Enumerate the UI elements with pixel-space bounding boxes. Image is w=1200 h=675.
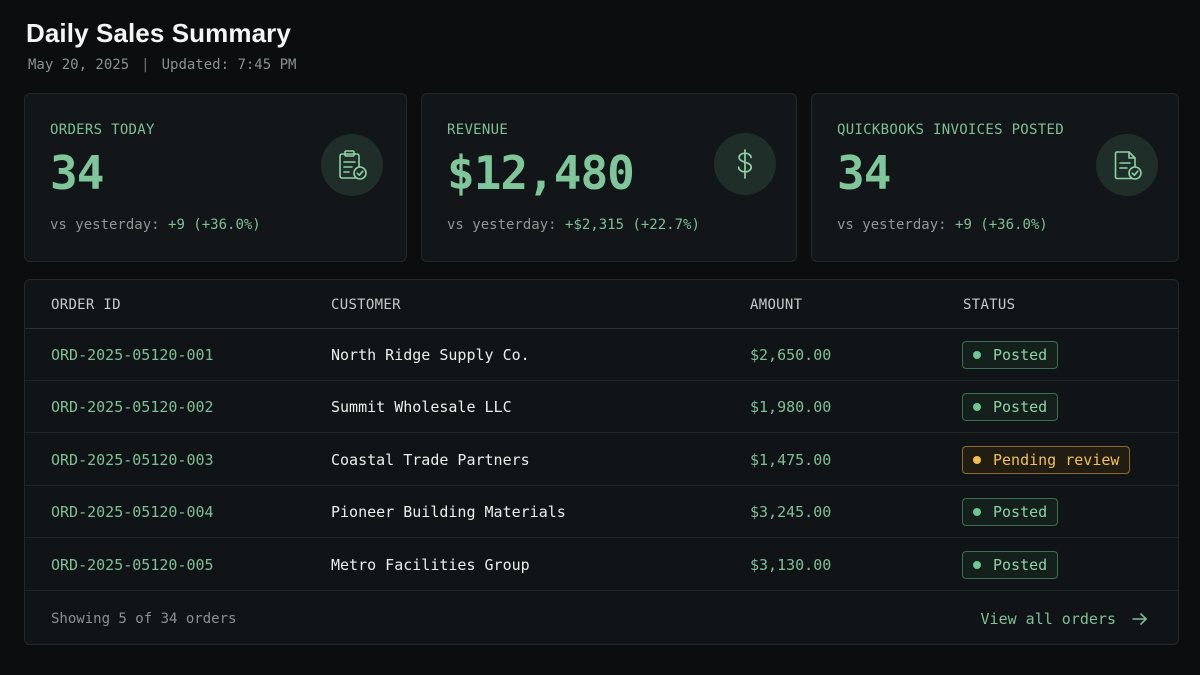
status-text: Posted: [993, 398, 1048, 416]
card-value: 34: [50, 146, 104, 200]
orders-today-card: ORDERS TODAY 34 vs yesterday: +9 (+36.0%…: [24, 93, 407, 262]
table-header: ORDER ID CUSTOMER AMOUNT STATUS: [25, 280, 1178, 329]
status-dot-icon: [973, 456, 981, 464]
view-all-label[interactable]: View all orders: [980, 610, 1116, 628]
order-id-link[interactable]: ORD-2025-05120-003: [51, 451, 214, 469]
table-row[interactable]: ORD-2025-05120-001 North Ridge Supply Co…: [25, 329, 1178, 381]
order-amount: $3,130.00: [750, 556, 832, 574]
order-id-link[interactable]: ORD-2025-05120-004: [51, 503, 214, 521]
status-badge: Posted: [962, 341, 1059, 369]
customer-name: North Ridge Supply Co.: [331, 346, 530, 364]
status-badge: Posted: [962, 498, 1059, 526]
clipboard-check-icon: [321, 134, 383, 196]
card-value: $12,480: [447, 146, 635, 200]
delta-prefix: vs yesterday:: [447, 217, 566, 233]
order-amount: $3,245.00: [750, 503, 832, 521]
status-dot-icon: [973, 561, 981, 569]
card-delta: vs yesterday: +9 (+36.0%): [837, 217, 1048, 233]
card-label: ORDERS TODAY: [50, 122, 155, 138]
revenue-card: REVENUE $12,480 vs yesterday: +$2,315 (+…: [421, 93, 797, 262]
view-all-orders-link[interactable]: View all orders: [981, 610, 1148, 628]
row-count-text: Showing 5 of 34 orders: [51, 611, 237, 627]
delta-value: +9 (+36.0%): [955, 217, 1048, 233]
column-header-order-id: ORDER ID: [51, 297, 121, 313]
status-badge: Pending review: [962, 446, 1131, 474]
status-dot-icon: [973, 508, 981, 516]
delta-value: +9 (+36.0%): [168, 217, 261, 233]
orders-table: ORDER ID CUSTOMER AMOUNT STATUS ORD-2025…: [24, 279, 1179, 645]
page-subtitle: May 20, 2025 | Updated: 7:45 PM: [28, 57, 296, 73]
order-id-link[interactable]: ORD-2025-05120-001: [51, 346, 214, 364]
status-text: Pending review: [993, 451, 1120, 469]
column-header-amount: AMOUNT: [750, 297, 803, 313]
arrow-right-icon[interactable]: [1132, 612, 1148, 626]
status-dot-icon: [973, 403, 981, 411]
order-amount: $1,475.00: [750, 451, 832, 469]
dollar-icon: [714, 133, 776, 195]
last-updated: Updated: 7:45 PM: [161, 57, 297, 73]
customer-name: Summit Wholesale LLC: [331, 398, 512, 416]
order-amount: $1,980.00: [750, 398, 832, 416]
delta-prefix: vs yesterday:: [837, 217, 956, 233]
card-delta: vs yesterday: +9 (+36.0%): [50, 217, 261, 233]
report-date: May 20, 2025: [28, 57, 130, 73]
table-footer: Showing 5 of 34 orders View all orders: [25, 593, 1178, 644]
status-badge: Posted: [962, 393, 1059, 421]
customer-name: Metro Facilities Group: [331, 556, 530, 574]
delta-value: +$2,315 (+22.7%): [565, 217, 700, 233]
delta-prefix: vs yesterday:: [50, 217, 169, 233]
card-label: QUICKBOOKS INVOICES POSTED: [837, 122, 1064, 138]
table-row[interactable]: ORD-2025-05120-003 Coastal Trade Partner…: [25, 434, 1178, 486]
status-text: Posted: [993, 556, 1048, 574]
subtitle-separator: |: [141, 57, 150, 73]
order-amount: $2,650.00: [750, 346, 832, 364]
invoices-posted-card: QUICKBOOKS INVOICES POSTED 34 vs yesterd…: [811, 93, 1179, 262]
status-dot-icon: [973, 351, 981, 359]
customer-name: Coastal Trade Partners: [331, 451, 530, 469]
page-title: Daily Sales Summary: [26, 18, 291, 48]
table-row[interactable]: ORD-2025-05120-005 Metro Facilities Grou…: [25, 539, 1178, 591]
column-header-status: STATUS: [963, 297, 1016, 313]
column-header-customer: CUSTOMER: [331, 297, 401, 313]
table-row[interactable]: ORD-2025-05120-004 Pioneer Building Mate…: [25, 486, 1178, 538]
status-badge: Posted: [962, 551, 1059, 579]
table-row[interactable]: ORD-2025-05120-002 Summit Wholesale LLC …: [25, 381, 1178, 433]
order-id-link[interactable]: ORD-2025-05120-002: [51, 398, 214, 416]
customer-name: Pioneer Building Materials: [331, 503, 566, 521]
order-id-link[interactable]: ORD-2025-05120-005: [51, 556, 214, 574]
card-delta: vs yesterday: +$2,315 (+22.7%): [447, 217, 700, 233]
invoice-check-icon: [1096, 134, 1158, 196]
status-text: Posted: [993, 346, 1048, 364]
status-text: Posted: [993, 503, 1048, 521]
card-label: REVENUE: [447, 122, 509, 138]
card-value: 34: [837, 146, 891, 200]
